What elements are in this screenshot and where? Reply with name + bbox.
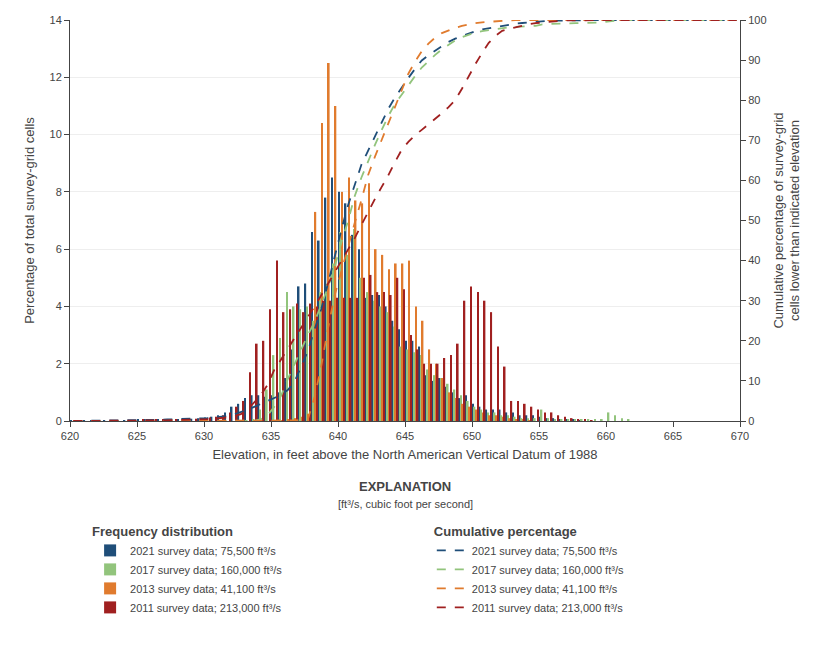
svg-text:2017 survey data; 160,000 ft³/: 2017 survey data; 160,000 ft³/s (472, 564, 624, 576)
svg-text:665: 665 (664, 430, 682, 442)
svg-text:2: 2 (56, 358, 62, 370)
svg-text:90: 90 (748, 54, 760, 66)
svg-text:EXPLANATION: EXPLANATION (359, 479, 451, 494)
svg-text:645: 645 (396, 430, 414, 442)
svg-text:2011 survey data; 213,000 ft³/: 2011 survey data; 213,000 ft³/s (472, 602, 623, 614)
svg-text:2013 survey data; 41,100 ft³/s: 2013 survey data; 41,100 ft³/s (130, 583, 276, 595)
svg-text:620: 620 (61, 430, 79, 442)
svg-text:Frequency distribution: Frequency distribution (92, 524, 233, 539)
svg-text:50: 50 (748, 214, 760, 226)
svg-text:80: 80 (748, 94, 760, 106)
svg-text:[ft³/s, cubic foot per second]: [ft³/s, cubic foot per second] (338, 498, 473, 510)
svg-text:660: 660 (597, 430, 615, 442)
svg-text:70: 70 (748, 134, 760, 146)
svg-text:650: 650 (463, 430, 481, 442)
svg-text:2021 survey data; 75,500 ft³/s: 2021 survey data; 75,500 ft³/s (130, 545, 276, 557)
svg-text:670: 670 (731, 430, 749, 442)
svg-text:40: 40 (748, 254, 760, 266)
svg-text:4: 4 (56, 300, 62, 312)
svg-text:Elevation, in feet above the N: Elevation, in feet above the North Ameri… (212, 447, 597, 462)
svg-text:14: 14 (50, 14, 62, 26)
svg-text:2021 survey data; 75,500 ft³/s: 2021 survey data; 75,500 ft³/s (472, 545, 618, 557)
svg-text:60: 60 (748, 174, 760, 186)
svg-text:625: 625 (128, 430, 146, 442)
svg-text:2011 survey data; 213,000 ft³/: 2011 survey data; 213,000 ft³/s (130, 602, 281, 614)
svg-text:0: 0 (748, 415, 754, 427)
svg-text:Percentage of total survey-gri: Percentage of total survey-grid cells (22, 117, 37, 324)
svg-text:6: 6 (56, 243, 62, 255)
svg-text:635: 635 (262, 430, 280, 442)
svg-text:2017 survey data; 160,000 ft³/: 2017 survey data; 160,000 ft³/s (130, 564, 282, 576)
svg-text:Cumulative percentage: Cumulative percentage (434, 524, 577, 539)
svg-text:30: 30 (748, 295, 760, 307)
svg-text:10: 10 (748, 375, 760, 387)
svg-text:8: 8 (56, 186, 62, 198)
svg-text:Cumulative percentage of surve: Cumulative percentage of survey-gridcell… (771, 112, 803, 328)
svg-text:20: 20 (748, 335, 760, 347)
svg-text:640: 640 (329, 430, 347, 442)
svg-text:10: 10 (50, 128, 62, 140)
svg-text:630: 630 (195, 430, 213, 442)
svg-text:100: 100 (748, 14, 766, 26)
svg-text:12: 12 (50, 71, 62, 83)
svg-text:0: 0 (56, 415, 62, 427)
svg-text:2013 survey data; 41,100 ft³/s: 2013 survey data; 41,100 ft³/s (472, 583, 618, 595)
svg-text:655: 655 (530, 430, 548, 442)
